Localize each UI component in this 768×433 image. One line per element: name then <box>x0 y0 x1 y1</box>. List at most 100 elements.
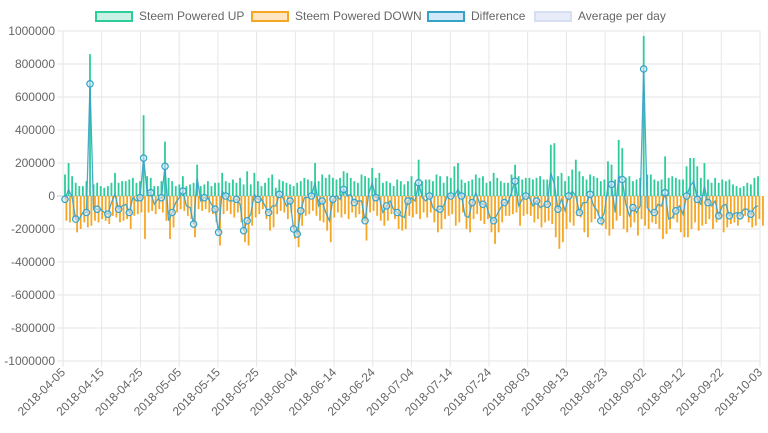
bar-up <box>131 177 134 196</box>
difference-point <box>232 195 241 204</box>
bar-up <box>335 179 338 196</box>
legend-item-up[interactable]: Steem Powered UP <box>95 6 244 26</box>
bar-down <box>572 196 575 226</box>
difference-point <box>650 208 659 217</box>
bar-down <box>704 196 707 225</box>
bar-down <box>319 196 321 221</box>
difference-point <box>725 212 734 220</box>
bar-up <box>735 186 738 196</box>
bar-up <box>657 181 659 196</box>
bar-up <box>564 181 567 196</box>
bar-up <box>678 179 681 196</box>
legend-swatch-down-icon <box>251 10 289 22</box>
bar-up <box>110 182 113 196</box>
difference-point <box>168 208 176 217</box>
legend-item-down[interactable]: Steem Powered DOWN <box>251 6 422 26</box>
bar-up <box>732 184 734 196</box>
bar-down <box>740 196 743 220</box>
difference-point <box>179 187 187 195</box>
bar-up <box>628 176 631 196</box>
bar-up <box>274 187 277 196</box>
bar-down <box>679 196 682 233</box>
difference-point <box>468 198 477 207</box>
difference-point <box>125 208 134 217</box>
difference-point <box>511 177 519 185</box>
legend-item-diff[interactable]: Difference <box>427 6 525 26</box>
bar-up <box>396 179 399 196</box>
bar-up <box>353 181 356 196</box>
bar-up <box>703 163 706 196</box>
y-tick-label: -600000 <box>11 288 55 302</box>
bar-down <box>111 196 114 216</box>
bar-up <box>282 181 284 196</box>
difference-point <box>629 203 637 212</box>
bar-down <box>737 196 739 226</box>
bar-up <box>249 184 252 196</box>
bar-down <box>472 196 475 220</box>
bar-down <box>583 196 586 233</box>
bar-down <box>615 196 618 221</box>
bar-up <box>660 179 663 196</box>
bar-down <box>201 196 204 211</box>
bar-down <box>279 196 282 211</box>
bar-up <box>471 179 474 196</box>
bar-down <box>422 196 425 213</box>
bar-down <box>640 196 643 220</box>
bar-down <box>622 196 625 229</box>
bar-up <box>367 177 370 196</box>
bar-down <box>497 196 500 233</box>
difference-point <box>275 190 284 199</box>
bar-down <box>358 196 361 215</box>
bar-up <box>621 148 624 196</box>
bar-down <box>669 196 671 229</box>
bar-up <box>707 179 709 196</box>
bar-up <box>239 177 241 196</box>
bar-down <box>401 196 404 231</box>
bar-up <box>607 161 609 196</box>
bar-down <box>83 196 86 223</box>
bar-down <box>369 196 371 213</box>
bar-down <box>554 196 557 238</box>
bar-up <box>385 181 388 196</box>
bar-up <box>439 176 441 196</box>
bar-up <box>446 176 449 196</box>
bar-down <box>454 196 457 226</box>
bar-up <box>549 144 552 196</box>
bar-down <box>379 196 382 221</box>
bar-down <box>183 196 186 211</box>
bar-up <box>174 186 177 196</box>
bar-up <box>507 182 509 196</box>
difference-point <box>704 198 712 207</box>
difference-point <box>446 192 455 200</box>
difference-point <box>286 197 294 205</box>
bar-up <box>106 186 109 196</box>
y-tick-label: 200000 <box>15 156 55 170</box>
bar-up <box>635 179 638 196</box>
bar-down <box>754 196 757 226</box>
bar-down <box>208 196 211 213</box>
difference-point <box>289 225 298 233</box>
legend-item-avg[interactable]: Average per day <box>534 6 666 26</box>
bar-down <box>665 196 668 234</box>
bar-up <box>539 176 541 196</box>
bar-up <box>535 177 538 196</box>
bar-down <box>597 196 600 216</box>
bar-up <box>435 174 438 196</box>
difference-point <box>139 154 148 162</box>
bar-up <box>210 186 213 196</box>
bar-up <box>153 186 156 196</box>
bar-down <box>251 196 254 226</box>
bar-down <box>690 196 693 229</box>
bar-up <box>307 179 309 196</box>
difference-point <box>221 192 230 200</box>
bar-up <box>667 177 670 196</box>
bar-down <box>694 196 697 223</box>
bar-up <box>246 171 249 196</box>
bar-up <box>599 181 602 196</box>
difference-point <box>554 205 562 214</box>
bar-up <box>742 186 745 196</box>
bar-up <box>596 177 599 196</box>
bar-down <box>347 196 350 220</box>
bar-down <box>69 196 71 223</box>
bar-down <box>719 196 722 220</box>
